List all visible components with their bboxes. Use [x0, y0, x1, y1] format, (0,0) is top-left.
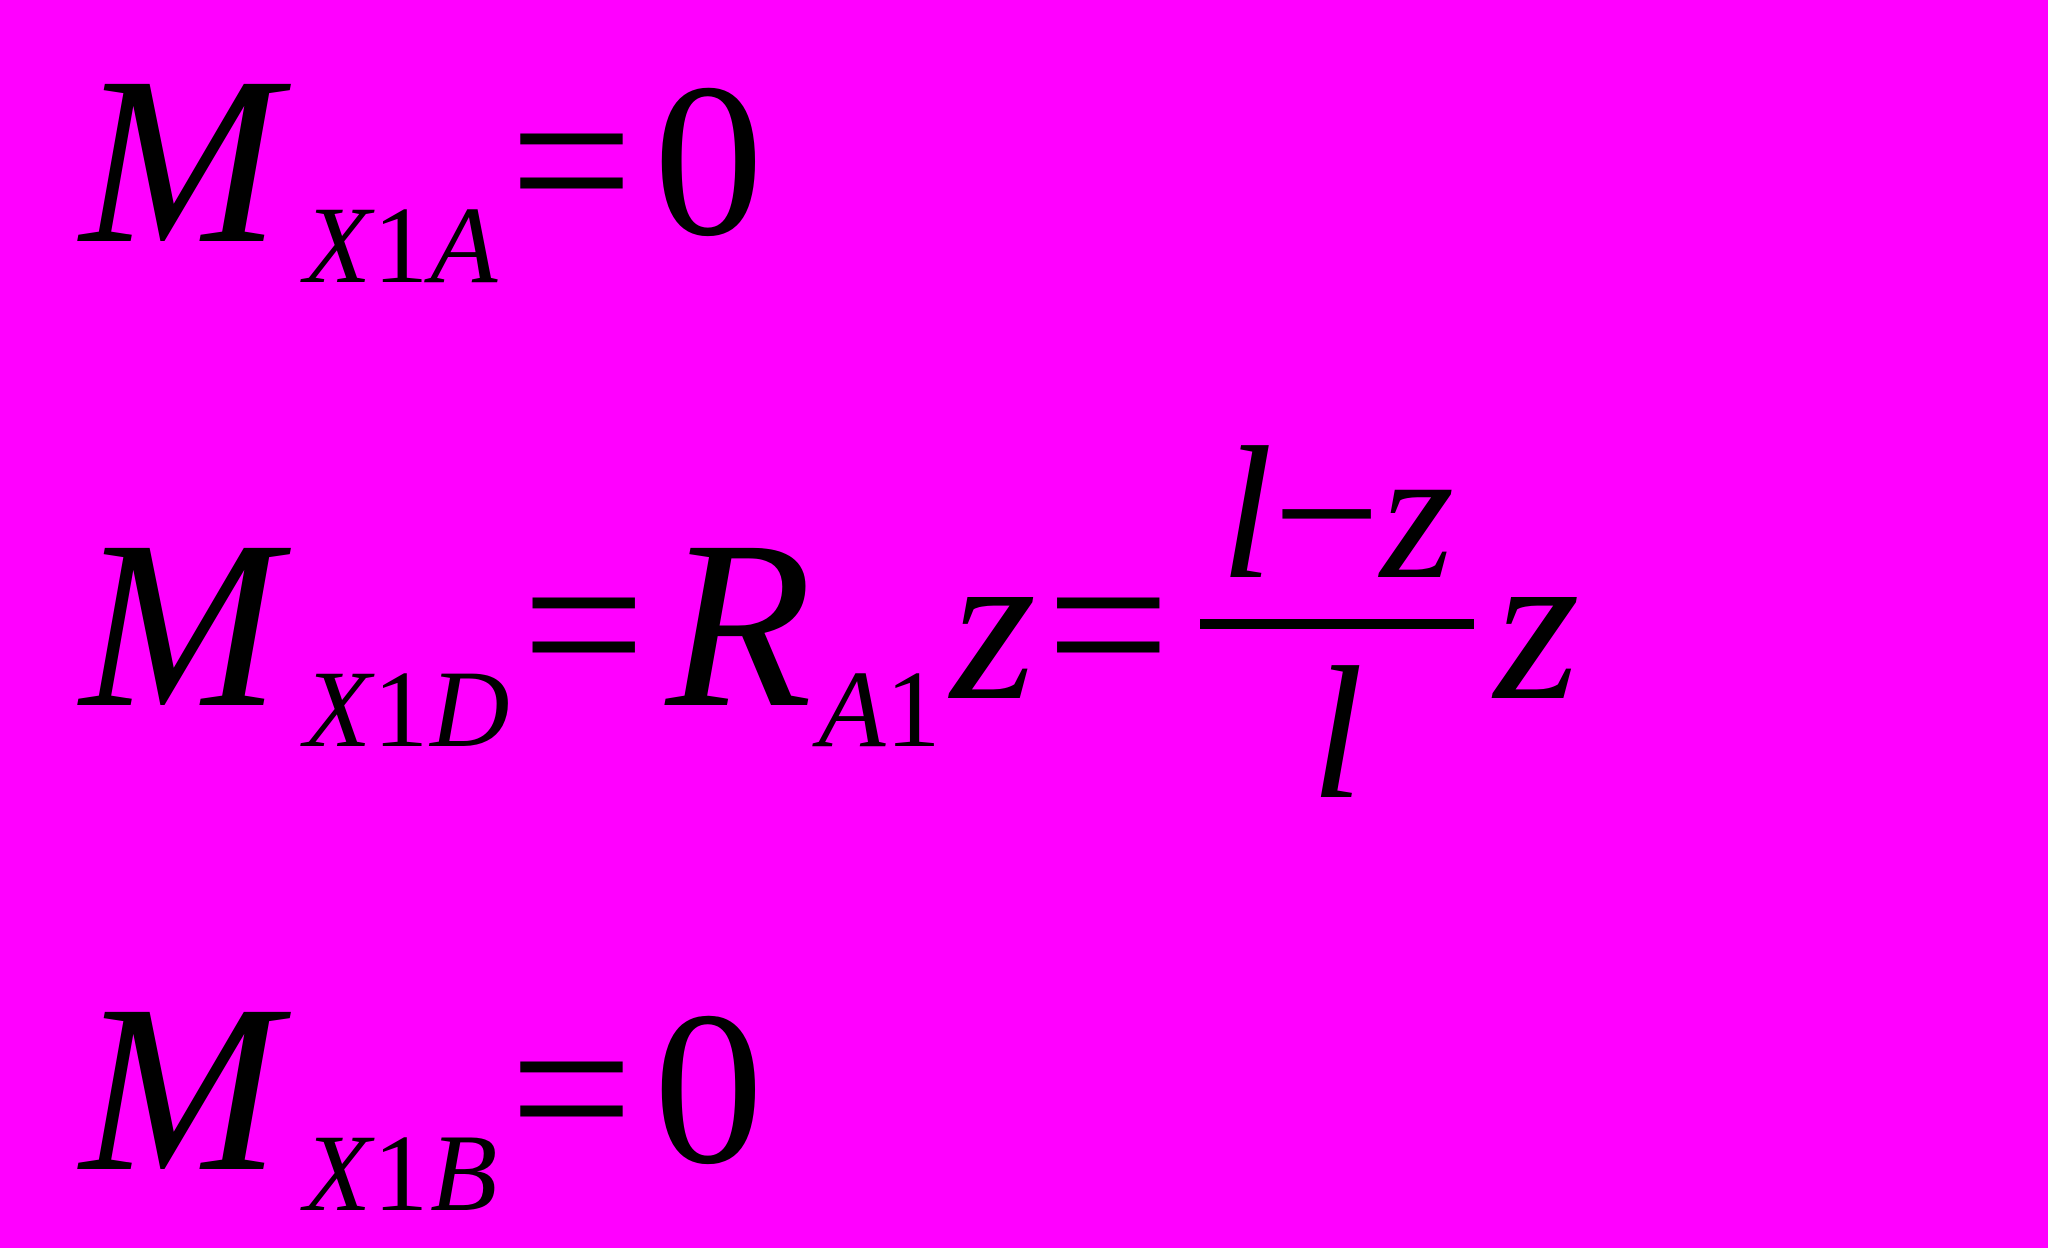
- subscript-1: 1: [373, 1112, 430, 1234]
- subscript-x: X: [304, 184, 373, 306]
- moment-symbol-x1d: M X1D: [80, 504, 512, 744]
- equals-sign: =: [522, 514, 646, 734]
- variable-z: z: [950, 514, 1036, 734]
- equals-sign: =: [1046, 514, 1170, 734]
- symbol-M: M: [80, 40, 280, 280]
- subscript-b: B: [430, 1112, 499, 1234]
- value-zero: 0: [653, 978, 763, 1198]
- symbol-M: M: [80, 504, 280, 744]
- reaction-symbol-ra1: R A1: [666, 504, 941, 744]
- subscript-x1d: X1D: [304, 654, 512, 764]
- equation-line-3: M X1B = 0: [80, 968, 1988, 1208]
- value-zero: 0: [653, 50, 763, 270]
- subscript-1: 1: [373, 648, 430, 770]
- subscript-1: 1: [885, 648, 940, 770]
- fraction-denominator: l: [1291, 629, 1384, 839]
- subscript-a: A: [430, 184, 499, 306]
- symbol-M: M: [80, 968, 280, 1208]
- minus-sign: −: [1273, 409, 1380, 619]
- subscript-x1b: X1B: [304, 1118, 499, 1228]
- moment-symbol-x1b: M X1B: [80, 968, 499, 1208]
- variable-z: z: [1494, 514, 1580, 734]
- subscript-1: 1: [373, 184, 430, 306]
- subscript-d: D: [430, 648, 511, 770]
- equals-sign: =: [509, 978, 633, 1198]
- fraction-numerator: l−z: [1200, 409, 1474, 619]
- subscript-x1a: X1A: [304, 190, 499, 300]
- fraction-lz-over-l: l−z l: [1200, 409, 1474, 839]
- subscript-a: A: [818, 648, 885, 770]
- subscript-x: X: [304, 648, 373, 770]
- equals-sign: =: [509, 50, 633, 270]
- moment-symbol-x1a: M X1A: [80, 40, 499, 280]
- subscript-x: X: [304, 1112, 373, 1234]
- equation-canvas: M X1A = 0 M X1D = R A1 z = l−z: [0, 0, 2048, 1248]
- fraction-bar: [1200, 619, 1474, 629]
- subscript-a1: A1: [818, 654, 940, 764]
- var-l: l: [1220, 409, 1273, 619]
- equation-line-1: M X1A = 0: [80, 40, 1988, 280]
- equation-line-2: M X1D = R A1 z = l−z l z: [80, 364, 1988, 884]
- var-z: z: [1380, 409, 1454, 619]
- symbol-R: R: [666, 504, 813, 744]
